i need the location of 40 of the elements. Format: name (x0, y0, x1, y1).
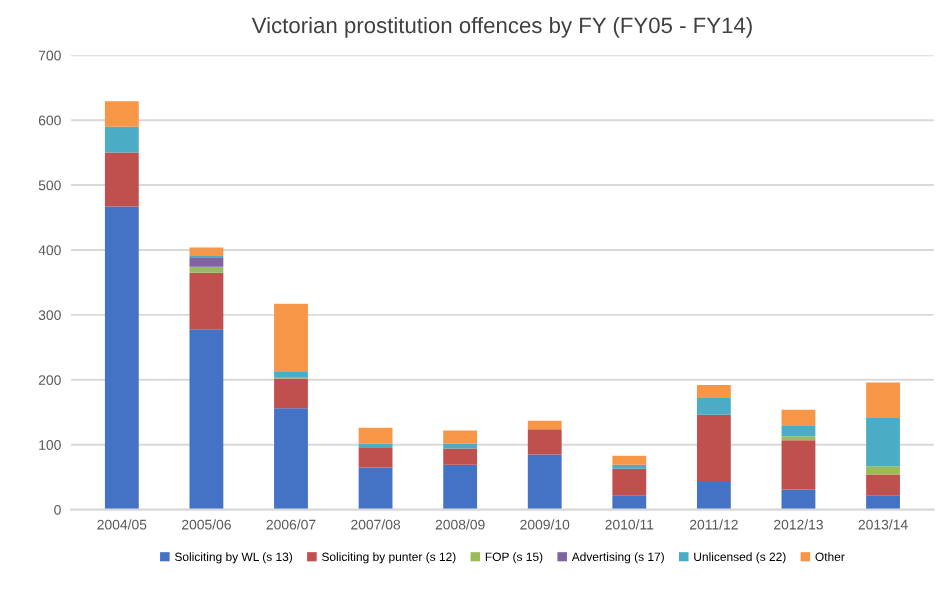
bar (781, 440, 816, 490)
bar (274, 408, 308, 510)
bar (443, 448, 478, 465)
bar (781, 489, 816, 510)
bar (104, 206, 139, 510)
bar (274, 371, 308, 378)
bar (189, 266, 224, 273)
bar (527, 420, 562, 430)
bar (612, 468, 647, 496)
bar (189, 247, 224, 256)
bar (104, 126, 139, 153)
bar (443, 430, 478, 444)
bar (696, 481, 731, 510)
bar (104, 101, 139, 127)
bar (189, 272, 224, 330)
bar (274, 378, 308, 409)
bar (696, 397, 731, 415)
bar (527, 429, 562, 455)
bar (696, 385, 731, 398)
bar (104, 152, 139, 207)
bar (443, 464, 478, 510)
bar (866, 474, 900, 496)
bar (443, 443, 478, 449)
bar (612, 495, 647, 510)
chart-title: Victorian prostitution offences by FY (FY05 - FY14) (251, 16, 752, 38)
bar (866, 382, 900, 419)
bar (189, 329, 224, 510)
bar (866, 418, 900, 467)
bar (696, 414, 731, 482)
bar (189, 257, 224, 267)
bar (866, 495, 900, 510)
bar (781, 409, 816, 426)
bar (274, 303, 308, 372)
bar (781, 425, 816, 437)
bar (527, 454, 562, 510)
bar (612, 455, 647, 465)
bar (358, 427, 393, 444)
bar (358, 467, 393, 510)
bar (866, 466, 900, 475)
bar (358, 447, 393, 468)
